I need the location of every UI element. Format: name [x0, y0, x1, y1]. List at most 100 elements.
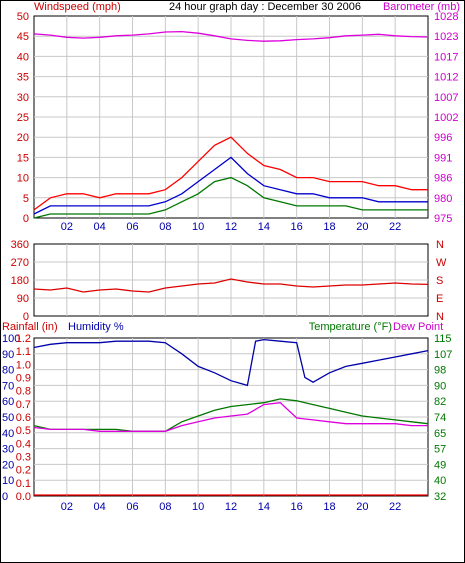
rainfall-tick-label: 1.1	[16, 346, 31, 358]
temperature-tick-label: 115	[434, 333, 452, 345]
barometer-tick-label: 996	[434, 132, 452, 144]
rainfall-tick-label: 0.3	[16, 452, 31, 464]
humidity-tick-label: 40	[2, 428, 14, 440]
series-line-gust	[33, 136, 428, 211]
humidity-tick-label: 100	[2, 333, 20, 345]
windspeed-axis-label: Windspeed (mph)	[34, 1, 121, 13]
chart-title: 24 hour graph day : December 30 2006	[169, 1, 361, 13]
humidity-tick-label: 0	[2, 491, 8, 503]
windspeed-tick-label: 20	[17, 132, 29, 144]
windspeed-tick-label: 45	[17, 31, 29, 43]
dewpoint-axis-label: Dew Point	[393, 321, 443, 333]
barometer-tick-label: 980	[434, 193, 452, 205]
wind-hour-tick-label: 20	[356, 221, 368, 233]
wind-hour-tick-label: 12	[225, 221, 237, 233]
wind-hour-tick-label: 02	[61, 221, 73, 233]
hour-tick-label: 06	[126, 501, 138, 513]
barometer-tick-label: 1017	[434, 51, 458, 63]
rainfall-axis-label: Rainfall (in)	[2, 321, 58, 333]
windspeed-tick-label: 15	[17, 152, 29, 164]
windspeed-tick-label: 50	[17, 11, 29, 23]
wind-hour-tick-label: 06	[126, 221, 138, 233]
rainfall-tick-label: 0.2	[16, 465, 31, 477]
temperature-tick-label: 98	[434, 365, 446, 377]
rainfall-tick-label: 0.9	[16, 373, 31, 385]
series-line-dew-point	[33, 402, 428, 432]
humidity-tick-label: 30	[2, 444, 14, 456]
series-line-average-wind	[33, 156, 428, 215]
compass-tick-label: S	[436, 275, 443, 287]
barometer-tick-label: 975	[434, 213, 452, 225]
windspeed-tick-label: 35	[17, 72, 29, 84]
hour-tick-label: 02	[61, 501, 73, 513]
rainfall-tick-label: 0.0	[16, 491, 31, 503]
barometer-tick-label: 991	[434, 152, 452, 164]
temperature-tick-label: 107	[434, 349, 452, 361]
hour-tick-label: 20	[356, 501, 368, 513]
series-line-barometer	[33, 30, 429, 42]
windspeed-tick-label: 40	[17, 51, 29, 63]
barometer-tick-label: 1028	[434, 11, 458, 23]
direction-tick-label: 180	[11, 275, 29, 287]
series-line-min-wind	[33, 176, 428, 219]
compass-tick-label: E	[436, 293, 443, 305]
direction-tick-label: 0	[23, 311, 29, 323]
direction-tick-label: 90	[17, 293, 29, 305]
humidity-tick-label: 70	[2, 380, 14, 392]
hour-tick-label: 10	[192, 501, 204, 513]
windspeed-tick-label: 25	[17, 112, 29, 124]
temperature-tick-label: 74	[434, 412, 446, 424]
rainfall-tick-label: 0.4	[16, 438, 31, 450]
temperature-tick-label: 49	[434, 459, 446, 471]
hour-tick-label: 16	[291, 501, 303, 513]
wind-hour-tick-label: 10	[192, 221, 204, 233]
rainfall-tick-label: 0.5	[16, 425, 31, 437]
wind-hour-tick-label: 04	[94, 221, 106, 233]
barometer-tick-label: 1007	[434, 92, 458, 104]
rainfall-tick-label: 1.0	[16, 359, 31, 371]
direction-tick-label: 360	[11, 239, 29, 251]
rainfall-tick-label: 0.8	[16, 386, 31, 398]
wind-hour-tick-label: 08	[159, 221, 171, 233]
direction-tick-label: 270	[11, 257, 29, 269]
humidity-tick-label: 50	[2, 412, 14, 424]
windspeed-tick-label: 30	[17, 92, 29, 104]
rainfall-tick-label: 1.2	[16, 333, 31, 345]
series-line-wind-direction	[33, 278, 429, 293]
barometer-tick-label: 1002	[434, 112, 458, 124]
temperature-tick-label: 40	[434, 475, 446, 487]
wind-hour-tick-label: 18	[323, 221, 335, 233]
humidity-tick-label: 90	[2, 349, 14, 361]
barometer-tick-label: 1012	[434, 72, 458, 84]
series-line-humidity	[33, 338, 429, 387]
hour-tick-label: 12	[225, 501, 237, 513]
rainfall-tick-label: 0.6	[16, 412, 31, 424]
compass-tick-label: N	[436, 311, 444, 323]
hour-tick-label: 08	[159, 501, 171, 513]
windspeed-tick-label: 10	[17, 173, 29, 185]
humidity-tick-label: 10	[2, 475, 14, 487]
humidity-tick-label: 20	[2, 459, 14, 471]
temperature-tick-label: 82	[434, 396, 446, 408]
humidity-axis-label: Humidity %	[68, 321, 124, 333]
windspeed-tick-label: 5	[23, 193, 29, 205]
windspeed-tick-label: 0	[23, 213, 29, 225]
humidity-tick-label: 80	[2, 365, 14, 377]
wind-hour-tick-label: 22	[389, 221, 401, 233]
wind-hour-tick-label: 16	[291, 221, 303, 233]
hour-tick-label: 04	[94, 501, 106, 513]
compass-tick-label: W	[436, 257, 447, 269]
temperature-axis-label: Temperature (°F)	[309, 321, 392, 333]
hour-tick-label: 22	[389, 501, 401, 513]
rainfall-tick-label: 0.1	[16, 478, 31, 490]
compass-tick-label: N	[436, 239, 444, 251]
rainfall-tick-label: 0.7	[16, 399, 31, 411]
wind-hour-tick-label: 14	[258, 221, 270, 233]
barometer-axis-label: Barometer (mb)	[383, 1, 460, 13]
barometer-tick-label: 1023	[434, 31, 458, 43]
hour-tick-label: 14	[258, 501, 270, 513]
hour-tick-label: 18	[323, 501, 335, 513]
series-line-temperature	[33, 398, 429, 432]
temperature-tick-label: 32	[434, 491, 446, 503]
